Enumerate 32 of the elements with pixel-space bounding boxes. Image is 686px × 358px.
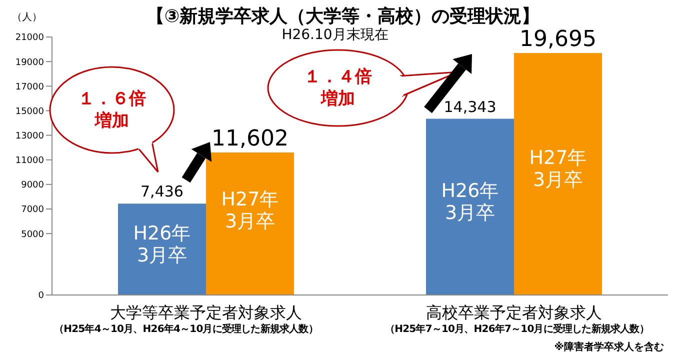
data-label: 7,436 (140, 182, 184, 201)
text: （H25年7～10月、H26年7～10月に受理した新規求人数） (384, 322, 650, 336)
y-axis-title: （人） (12, 11, 42, 24)
bar (514, 53, 602, 295)
y-tick-label: 7000 (21, 205, 44, 216)
x-tick-label: 大学等卒業予定者対象求人 (110, 303, 302, 322)
data-label: 14,343 (444, 98, 496, 116)
bar (118, 204, 206, 295)
bar (426, 118, 514, 295)
y-tick-label: 0 (38, 291, 44, 302)
text: H26年 3月卒 (441, 180, 499, 224)
series-label: H27年 3月卒 (221, 188, 279, 233)
y-tick-label: 5000 (21, 230, 44, 240)
chart-title: 【③新規学卒求人（大学等・高校）の受理状況】 (146, 6, 540, 27)
data-label: 11,602 (212, 126, 288, 152)
y-tick-label: 17000 (15, 82, 44, 92)
bar (206, 152, 294, 295)
annotation: １．４倍増加 (303, 66, 373, 110)
y-tick-label: 15000 (15, 106, 44, 117)
series-label: H26年 3月卒 (133, 222, 191, 266)
y-tick-label: 13000 (15, 131, 44, 142)
annotation: １．６倍増加 (77, 88, 147, 132)
text: （H25年4～10月、H26年4～10月に受理した新規求人数） (53, 322, 319, 336)
data-label: 19,695 (520, 27, 596, 52)
y-tick-label: 21000 (15, 33, 44, 44)
y-tick-label: 9000 (21, 180, 44, 191)
y-tick-label: 19000 (15, 58, 44, 68)
y-tick-label: 11000 (15, 156, 44, 166)
chart-subtitle: H26.10月末現在 (280, 26, 390, 44)
text: ※障害者学卒求人を含む (554, 340, 664, 354)
text: H27年 3月卒 (529, 147, 587, 192)
x-tick-label: 高校卒業予定者対象求人 (426, 303, 602, 322)
